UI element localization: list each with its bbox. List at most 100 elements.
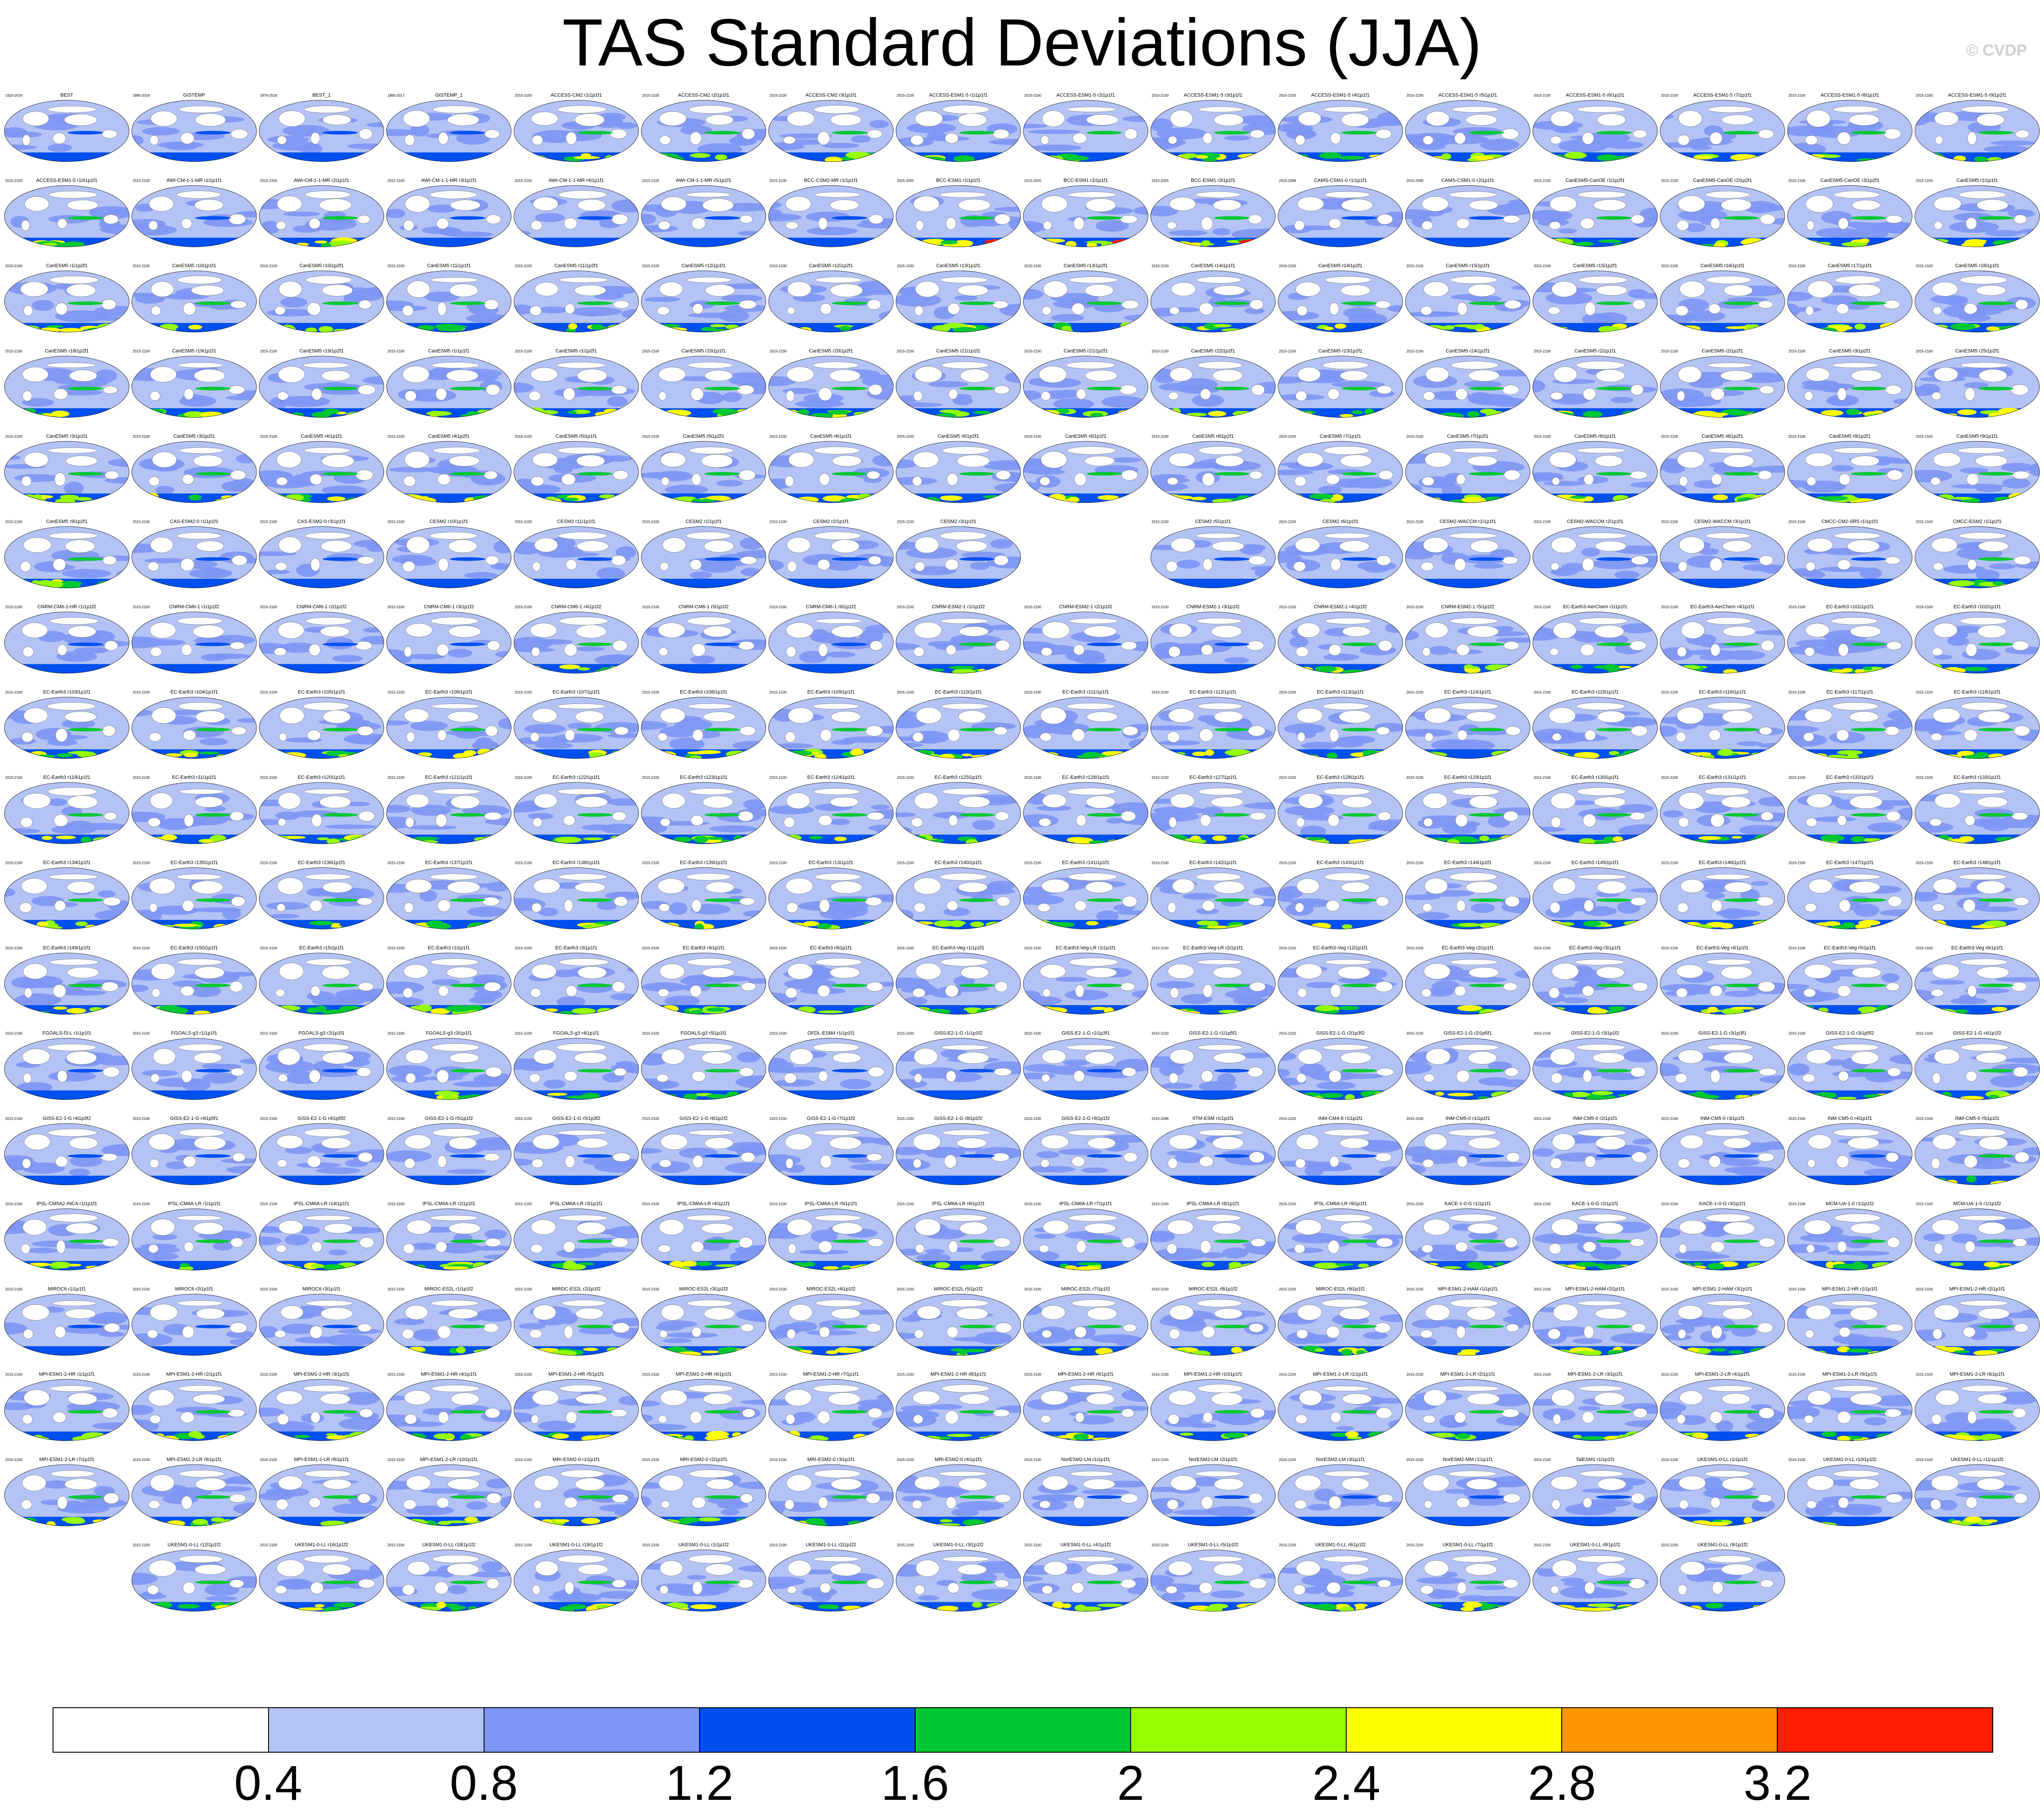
colorbar-segment [700,1708,916,1752]
map-panel: EC-Earth3 r3i1p1f1 2015-2100 [513,945,639,1015]
map-panel: MPI-ESM1-2-LR r2i1p1f1 2015-2100 [1405,1372,1531,1441]
panel-period: 2015-2100 [1534,264,1551,268]
panel-title: IPSL-CM6A-LR r3i1p1f1 [550,1201,603,1207]
map-panel: UKESM1-0-LL r1i1p1f2 2015-2100 [1660,1457,1785,1526]
panel-title: CanESM5 r6i1p1f1 [810,434,852,439]
panel-period: 2015-2100 [770,350,787,354]
panel-title: EC-Earth3 r13i1p1f1 [809,860,853,866]
panel-period: 2015-2100 [515,691,532,695]
map-panel: ACCESS-ESM1-5 r1i1p1f1 2015-2100 [896,93,1021,162]
panel-title: CanESM5 r2i1p2f1 [1702,349,1743,354]
map-panel: UKESM1-0-LL r2i1p1f2 2015-2100 [768,1542,894,1611]
map-panel: EC-Earth3 r9i1p1f1 2015-2100 [768,945,894,1015]
panel-period: 2015-2100 [770,776,787,780]
panel-period: 2015-2100 [387,1032,405,1036]
map-panel: EC-Earth3-Veg r5i1p1f1 2015-2100 [1787,945,1913,1015]
panel-title: EC-Earth3 r134i1p1f1 [43,860,90,866]
colorbar-segment [1562,1708,1778,1752]
panel-title: UKESM1-0-LL r6i1p1f2 [1315,1542,1365,1548]
panel-period: 2015-2100 [1916,1287,1933,1291]
panel-period: 2015-2100 [1661,435,1678,439]
panel-title: ACCESS-ESM1-5 r5i1p1f1 [1438,93,1497,98]
map-panel: INM-CM5-0 r2i1p1f1 2015-2100 [1532,1116,1658,1185]
figure-title: TAS Standard Deviations (JJA) [562,5,1482,80]
panel-title: IPSL-CM6A-LR r5i1p1f1 [805,1201,858,1207]
map-panel: EC-Earth3 r141i1p1f1 2015-2100 [1023,860,1148,929]
map-panel: EC-Earth3 r128i1p1f1 2015-2100 [1278,775,1403,844]
panel-title: AWI-CM-1-1-MR r4i1p1f1 [549,178,604,183]
panel-period: 2015-2100 [260,1543,277,1547]
map-panel: CanESM5 r3i1p1f1 2015-2100 [4,434,130,503]
panel-title: CanESM5 r7i1p2f1 [1447,434,1489,439]
map-panel: EC-Earth3 r145i1p1f1 2015-2100 [1532,860,1658,929]
panel-period: 2015-2100 [387,1458,405,1462]
panel-period: 2015-2100 [133,946,150,950]
panel-period: 2015-2100 [1406,1543,1424,1547]
map-panel: CNRM-CM6-1 r1i1p1f2 2015-2100 [131,604,257,674]
panel-period: 2015-2100 [1024,1287,1042,1291]
panel-period: 2015-2100 [1534,605,1551,609]
panel-period: 2015-2100 [1279,520,1296,524]
map-panel: EC-Earth3 r105i1p1f1 2015-2100 [259,690,384,759]
panel-title: BCC-CSM2-MR r1i1p1f1 [804,178,858,183]
panel-period: 2015-2055 [1152,179,1169,183]
panel-period: 2015-2100 [1916,691,1933,695]
panel-period: 2015-2100 [515,861,532,865]
panel-title: GISS-E2-1-G r1i1p3f1 [1062,1031,1110,1036]
map-panel: UKESM1-0-LL r11i1p1f2 2015-2100 [1914,1457,2040,1526]
map-panel: IPSL-CM6A-LR r3i1p1f1 2015-2100 [513,1201,639,1270]
map-panel: CanESM5 r19i1p1f1 2015-2100 [131,349,257,418]
map-panel: EC-Earth3 r116i1p1f1 2015-2100 [1660,690,1785,759]
panel-title: EC-Earth3-Veg r3i1p1f1 [1569,945,1621,951]
map-panel: CanESM5 r4i1p2f1 2015-2100 [386,434,512,503]
map-panel: EC-Earth3 r111i1p1f1 2015-2100 [1023,690,1148,759]
panel-period: 2015-2055 [1024,179,1042,183]
map-panel: UKESM1-0-LL r3i1p1f2 2015-2100 [896,1542,1021,1611]
map-panel: ACCESS-CM2 r2i1p1f1 2015-2100 [641,93,766,162]
map-panel: MIROC-ES2L r7i1p1f2 2015-2100 [1023,1286,1148,1356]
panel-period: 2015-2100 [1279,264,1296,268]
map-panel: CESM2 r11i1p1f1 2015-2100 [513,519,639,588]
panel-period: 2015-2100 [515,1458,532,1462]
panel-period: 2015-2100 [260,350,277,354]
panel-period: 2015-2100 [515,946,532,950]
map-panel: BCC-ESM1 r1i1p1f1 2015-2055 [896,178,1021,247]
panel-period: 2015-2100 [897,520,914,524]
panel-title: CanESM5 r21i1p1f1 [936,349,980,354]
map-panel: MPI-ESM1-2-HR r1i1p1f1 2015-2100 [1787,1286,1913,1356]
map-panel: IPSL-CM6A-LR r9i1p1f1 2015-2100 [1278,1201,1403,1270]
panel-period: 2015-2100 [770,264,787,268]
panel-title: FGOALS-f3-L r1i1p1f1 [42,1031,91,1036]
panel-title: EC-Earth3-Veg r5i1p1f1 [1824,945,1876,951]
map-panel: CNRM-ESM2-1 r2i1p1f2 2015-2100 [1023,604,1148,674]
panel-period: 2015-2100 [1788,946,1806,950]
panel-period: 2015-2100 [1661,776,1678,780]
map-panel: ACCESS-ESM1-5 r10i1p1f1 2015-2100 [4,178,130,247]
panel-title: UKESM1-0-LL r11i1p1f2 [1951,1457,2004,1462]
map-panel: UKESM1-0-LL r8i1p1f2 2015-2100 [1532,1542,1658,1611]
map-panel: UKESM1-0-LL r6i1p1f2 2015-2100 [1278,1542,1403,1611]
panel-title: CESM2 r11i1p1f1 [557,519,595,525]
map-panel: INM-CM5-0 r3i1p1f1 2015-2100 [1660,1116,1785,1185]
panel-period: 2015-2055 [897,179,914,183]
map-panel: CanESM5 r5i1p1f1 2015-2100 [513,434,639,503]
panel-title: CanESM5 r10i1p2f1 [299,263,343,269]
map-panel: MPI-ESM1-2-HAM r2i1p1f1 2015-2100 [1532,1286,1658,1356]
map-panel: EC-Earth3 r122i1p1f1 2015-2100 [513,775,639,844]
panel-title: CNRM-CM6-1 r6i1p1f2 [806,604,856,610]
map-panel: ACCESS-ESM1-5 r3i1p1f1 2015-2100 [1150,93,1276,162]
map-panel: MIROC-ES2L r5i1p1f2 2015-2100 [896,1286,1021,1356]
panel-title: CanESM5 r20i1p2f1 [809,349,853,354]
panel-period: 2015-2100 [897,1373,914,1377]
panel-period: 2015-2100 [770,520,787,524]
panel-period: 1880-2017 [387,94,405,98]
map-panel: EC-Earth3-Veg r1i1p1f1 2015-2100 [896,945,1021,1015]
map-panel: MPI-ESM1-2-LR r3i1p1f1 2015-2100 [1532,1372,1658,1441]
panel-period: 2015-2100 [1406,350,1424,354]
panel-period: 2015-2100 [897,350,914,354]
map-panel: GISTEMP 1880-2018 [131,93,257,162]
panel-period: 2015-2100 [1788,1032,1806,1036]
panel-period: 2015-2100 [1534,1373,1551,1377]
panel-title: NorESM2-MM r1i1p1f1 [1443,1457,1493,1462]
panel-title: CESM2 r10i1p1f1 [430,519,468,525]
